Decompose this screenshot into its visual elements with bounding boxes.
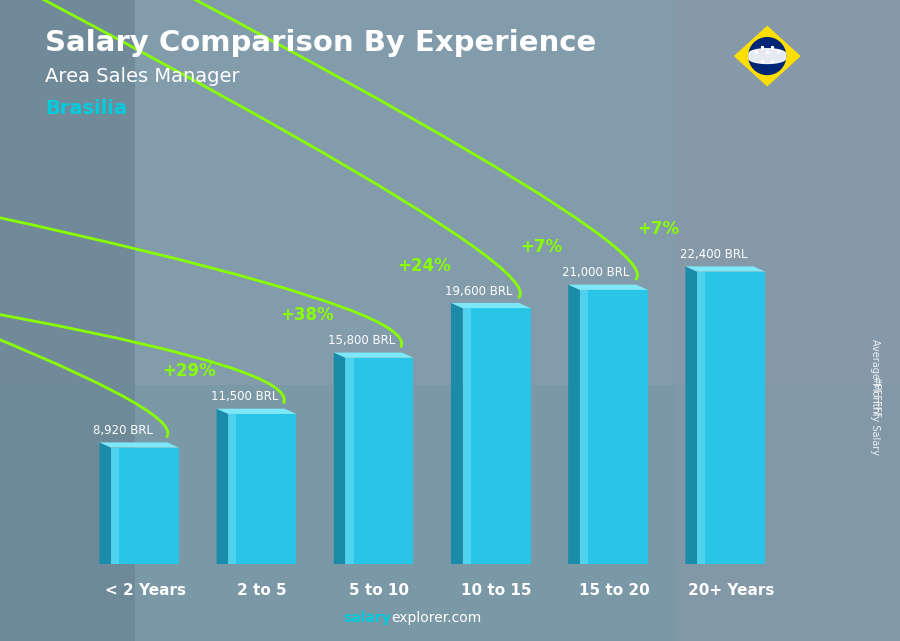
Polygon shape [749,49,786,63]
Bar [0,0,135,641]
Bar [698,272,706,564]
Polygon shape [686,267,698,564]
Bar [580,290,648,564]
Text: +29%: +29% [163,362,217,380]
Bar [111,447,179,564]
Text: explorer.com: explorer.com [392,611,482,625]
Polygon shape [99,442,179,447]
Bar [580,290,588,564]
Bar [111,447,119,564]
Bar [346,358,413,564]
Text: +24%: +24% [397,256,451,274]
Polygon shape [217,409,229,564]
Bar [346,358,354,564]
Polygon shape [451,303,531,308]
Polygon shape [734,26,800,86]
Text: +7%: +7% [637,220,680,238]
Text: +38%: +38% [280,306,334,324]
Bar [229,414,296,564]
Polygon shape [451,303,463,564]
Text: salary: salary [344,611,392,625]
Bar [463,308,471,564]
Polygon shape [99,442,111,564]
Text: 15,800 BRL: 15,800 BRL [328,334,395,347]
Text: +7%: +7% [520,238,562,256]
Polygon shape [334,353,413,358]
Text: #FFFFFF: #FFFFFF [870,376,880,419]
Text: 11,500 BRL: 11,500 BRL [211,390,278,403]
Bar [229,414,237,564]
Polygon shape [334,353,346,564]
Text: Area Sales Manager: Area Sales Manager [45,67,239,87]
Text: 22,400 BRL: 22,400 BRL [680,248,747,261]
Polygon shape [568,285,580,564]
Text: 8,920 BRL: 8,920 BRL [94,424,154,437]
Bar [463,308,531,564]
Bar [698,272,765,564]
Text: Average Monthly Salary: Average Monthly Salary [870,340,880,455]
Polygon shape [217,409,296,414]
Bar [0,0,900,385]
Circle shape [749,38,786,74]
Text: 21,000 BRL: 21,000 BRL [562,267,630,279]
Text: Brasilia: Brasilia [45,99,127,119]
Polygon shape [686,267,765,272]
Bar [675,0,900,641]
Polygon shape [568,285,648,290]
Text: Salary Comparison By Experience: Salary Comparison By Experience [45,29,596,57]
Text: 19,600 BRL: 19,600 BRL [446,285,513,297]
